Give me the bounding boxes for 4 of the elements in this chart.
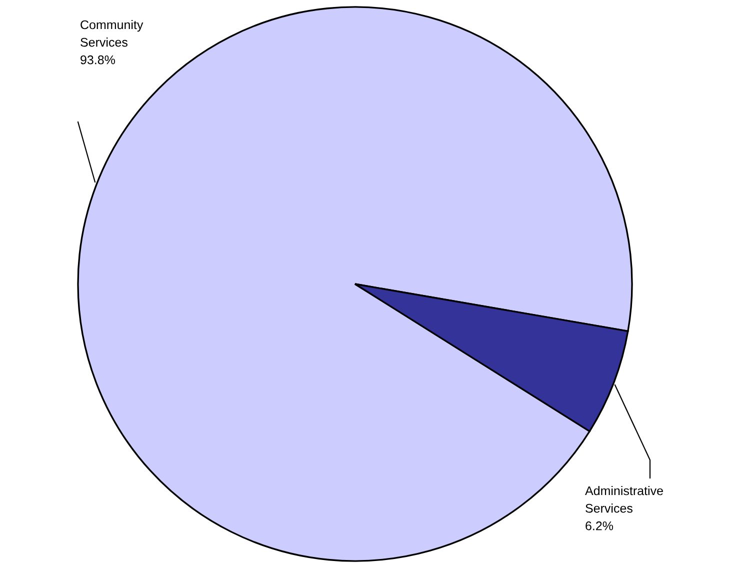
data-label: 93.8% xyxy=(80,55,115,64)
slice-label: Administrative Services xyxy=(585,486,663,513)
data-label: 6.2% xyxy=(586,521,614,530)
slice-label: Community Services xyxy=(80,20,144,47)
